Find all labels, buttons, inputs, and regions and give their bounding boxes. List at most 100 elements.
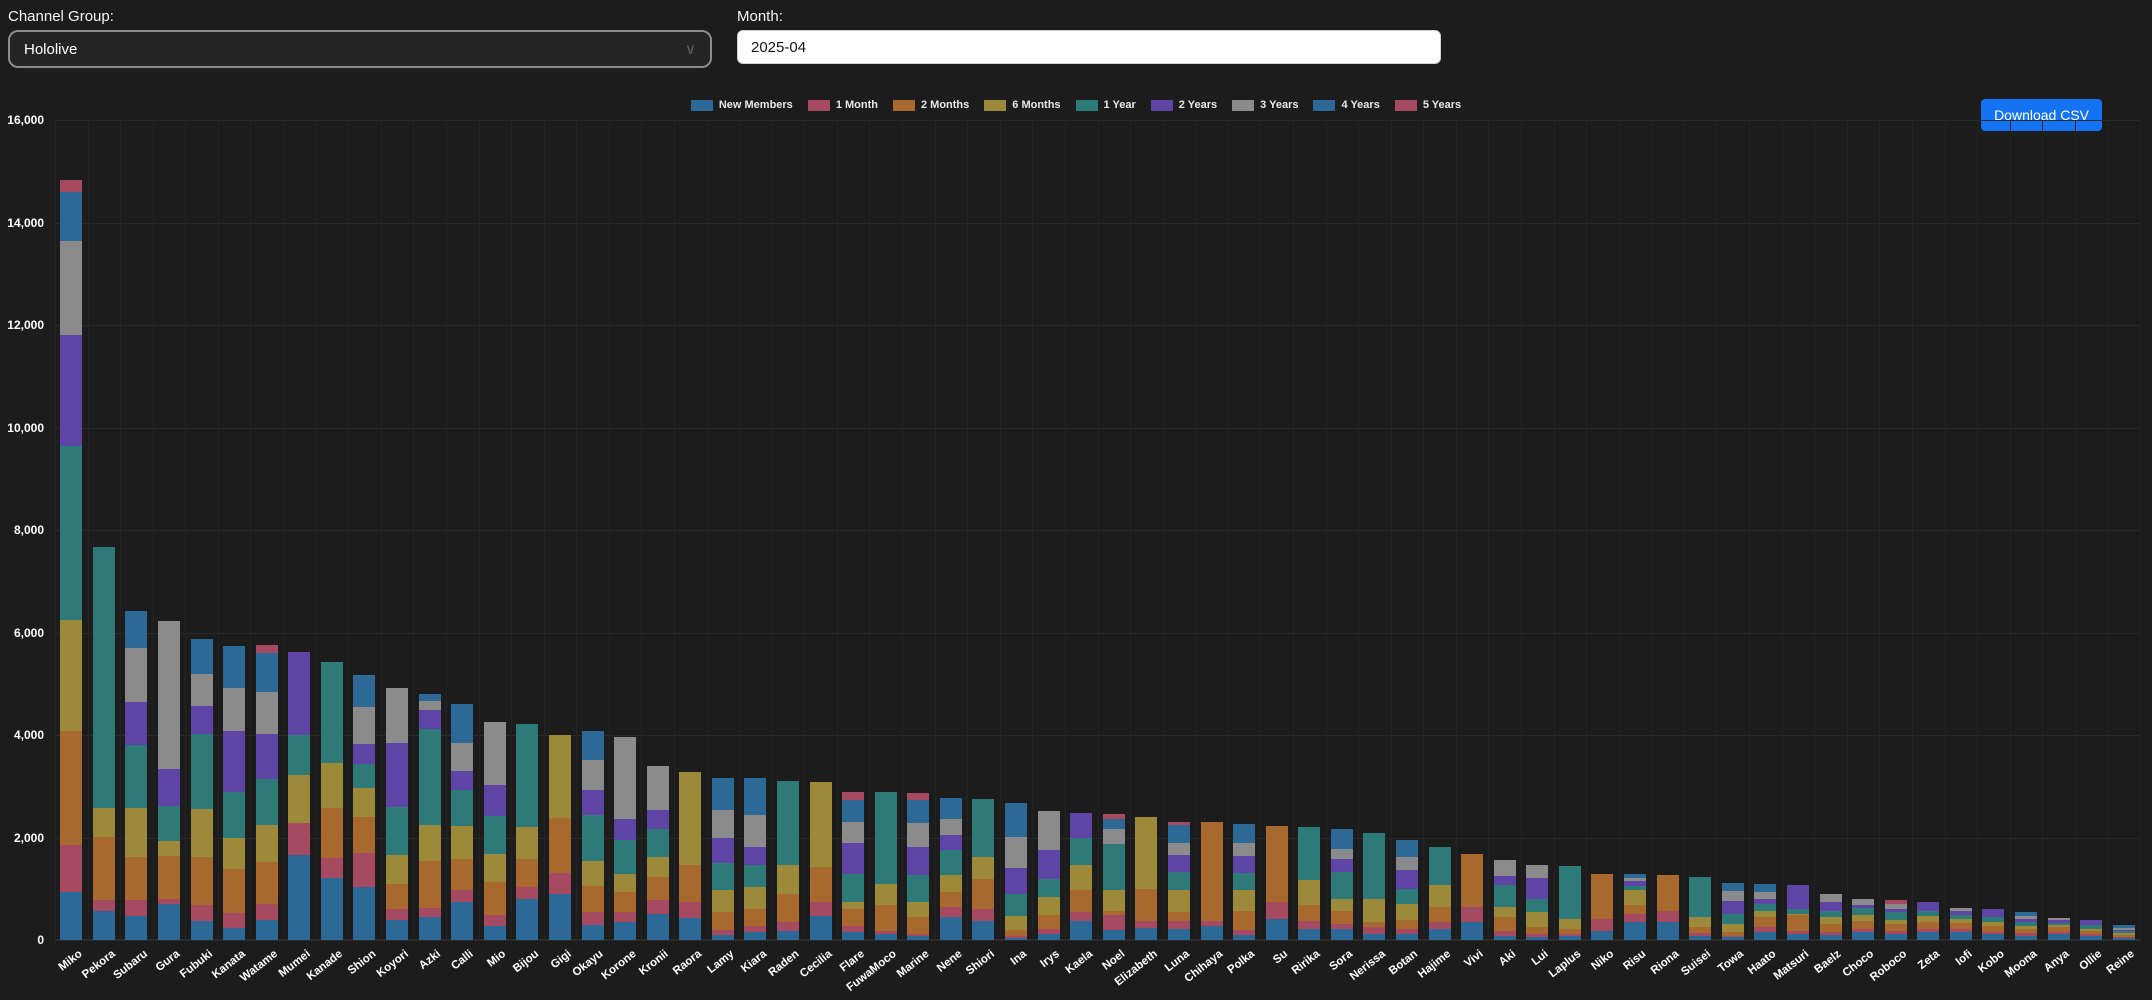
bar-azki[interactable] (418, 694, 441, 940)
bar-kanata[interactable] (223, 645, 246, 940)
bar-segment (1233, 911, 1256, 930)
bar-flare[interactable] (842, 791, 865, 940)
bar-segment (2080, 934, 2103, 937)
bar-segment (2047, 934, 2070, 940)
legend-item-4-years[interactable]: 4 Years (1313, 99, 1380, 111)
x-tick-label: Niko (1588, 948, 1616, 973)
bar-kaela[interactable] (1070, 813, 1093, 940)
bar-segment (158, 840, 181, 856)
bar-pekora[interactable] (92, 547, 115, 940)
gridline-v (250, 120, 252, 940)
bar-shion[interactable] (353, 674, 376, 940)
bar-luna[interactable] (1167, 821, 1190, 940)
legend-item-6-months[interactable]: 6 Months (984, 99, 1061, 111)
bar-kiara[interactable] (744, 778, 767, 940)
bar-segment (255, 645, 278, 654)
bar-segment (1526, 878, 1549, 900)
bar-noel[interactable] (1102, 813, 1125, 940)
bar-raora[interactable] (679, 772, 702, 940)
legend-item-1-year[interactable]: 1 Year (1075, 99, 1136, 111)
legend-item-2-years[interactable]: 2 Years (1150, 99, 1217, 111)
download-csv-button[interactable]: Download CSV (1981, 99, 2102, 131)
bar-ina[interactable] (1005, 803, 1028, 940)
bar-botan[interactable] (1395, 840, 1418, 940)
legend-item-5-years[interactable]: 5 Years (1394, 99, 1461, 111)
bar-risu[interactable] (1624, 873, 1647, 940)
bar-anya[interactable] (2047, 917, 2070, 940)
bar-zeta[interactable] (1917, 901, 1940, 940)
gridline-v (1195, 120, 1197, 940)
bar-korone[interactable] (614, 736, 637, 940)
bar-mio[interactable] (483, 722, 506, 940)
bar-kanade[interactable] (320, 662, 343, 940)
bar-choco[interactable] (1852, 898, 1875, 940)
bar-nerissa[interactable] (1363, 833, 1386, 940)
bar-kronii[interactable] (646, 765, 669, 940)
legend-item-new-members[interactable]: New Members (690, 99, 793, 111)
bar-ririka[interactable] (1298, 826, 1321, 940)
bar-chihaya[interactable] (1200, 822, 1223, 940)
bar-segment (972, 908, 995, 921)
bar-iofi[interactable] (1949, 908, 1972, 940)
bar-marine[interactable] (907, 792, 930, 940)
bar-cecilia[interactable] (809, 781, 832, 940)
legend-item-1-month[interactable]: 1 Month (807, 99, 878, 111)
month-input[interactable] (737, 30, 1441, 64)
bar-lui[interactable] (1526, 864, 1549, 940)
legend-item-3-years[interactable]: 3 Years (1232, 99, 1298, 111)
bar-segment (418, 694, 441, 701)
bar-segment (1884, 919, 1907, 924)
bar-fubuki[interactable] (190, 638, 213, 940)
bar-segment (1265, 825, 1288, 903)
bar-niko[interactable] (1591, 873, 1614, 940)
bar-sora[interactable] (1330, 829, 1353, 940)
bar-okayu[interactable] (581, 731, 604, 940)
bar-roboco[interactable] (1884, 900, 1907, 940)
bar-laplus[interactable] (1558, 865, 1581, 940)
bar-vivi[interactable] (1461, 853, 1484, 940)
bar-segment (842, 873, 865, 903)
bar-segment (451, 790, 474, 826)
bar-segment (1689, 927, 1712, 934)
bar-subaru[interactable] (125, 610, 148, 940)
bar-gigi[interactable] (548, 734, 571, 940)
bar-kobo[interactable] (1982, 908, 2005, 940)
bar-irys[interactable] (1037, 810, 1060, 940)
gridline-v (1944, 120, 1946, 940)
bar-elizabeth[interactable] (1135, 816, 1158, 940)
bar-ollie[interactable] (2080, 919, 2103, 940)
bar-segment (1167, 821, 1190, 825)
bar-suisei[interactable] (1689, 877, 1712, 940)
bar-watame[interactable] (255, 645, 278, 940)
bar-hajime[interactable] (1428, 847, 1451, 940)
bar-baelz[interactable] (1819, 894, 1842, 940)
bar-reine[interactable] (2112, 925, 2135, 940)
bar-shiori[interactable] (972, 798, 995, 940)
legend-item-2-months[interactable]: 2 Months (892, 99, 969, 111)
bar-haato[interactable] (1754, 883, 1777, 940)
bar-towa[interactable] (1721, 882, 1744, 940)
bar-lamy[interactable] (711, 777, 734, 940)
bar-segment (777, 893, 799, 923)
bar-mumei[interactable] (288, 651, 311, 940)
bar-moona[interactable] (2014, 911, 2037, 940)
bar-polka[interactable] (1233, 824, 1256, 940)
bar-aki[interactable] (1493, 860, 1516, 940)
bar-nene[interactable] (939, 797, 962, 940)
bar-fuwamoco[interactable] (874, 791, 897, 940)
bar-su[interactable] (1265, 825, 1288, 940)
bar-bijou[interactable] (516, 723, 539, 940)
bar-gura[interactable] (158, 621, 181, 940)
channel-group-select[interactable]: Hololive ∨ (8, 30, 712, 68)
bar-segment (125, 857, 148, 900)
bar-raden[interactable] (777, 780, 799, 940)
bar-koyori[interactable] (386, 687, 409, 940)
bar-riona[interactable] (1656, 874, 1679, 940)
bar-segment (1819, 894, 1842, 903)
bar-segment (777, 865, 799, 894)
bar-miko[interactable] (60, 179, 83, 940)
bar-segment (255, 691, 278, 734)
bar-matsuri[interactable] (1786, 885, 1809, 940)
bar-segment (1363, 927, 1386, 934)
bar-calli[interactable] (451, 703, 474, 940)
